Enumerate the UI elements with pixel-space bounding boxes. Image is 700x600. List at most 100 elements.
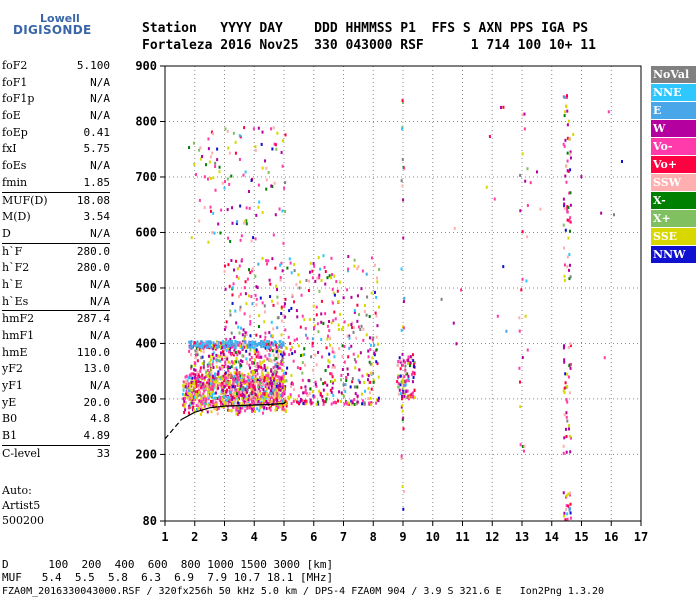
sparse-point <box>522 449 525 453</box>
spread-point <box>194 362 197 366</box>
hop-point <box>232 345 235 349</box>
spread-point <box>304 399 307 403</box>
spread-point <box>222 374 225 378</box>
param-row-fof1p: foF1p N/A <box>2 91 110 108</box>
hop-point <box>234 343 237 347</box>
spread-point <box>218 355 221 359</box>
spread-point <box>359 351 362 355</box>
hop-point <box>214 346 217 350</box>
spread-point <box>250 294 253 298</box>
vertical-trace-point <box>563 386 566 390</box>
vertical-trace-point <box>562 142 565 146</box>
trace-point-f <box>224 403 227 407</box>
vertical-trace-point <box>401 184 404 188</box>
high-point <box>206 177 209 181</box>
trace-point-f <box>253 396 256 400</box>
trace-point-f <box>275 396 278 400</box>
spread-point <box>346 372 349 376</box>
spread-point <box>271 334 274 338</box>
spread-point <box>396 364 399 368</box>
vertical-trace-point <box>566 159 569 163</box>
param-row-hf: h`F 280.0 <box>2 244 110 261</box>
trace-point-f <box>199 412 202 416</box>
trace-point-f <box>250 387 253 391</box>
spread-point <box>196 383 199 387</box>
trace-point-f <box>274 398 277 402</box>
spread-point <box>195 346 198 350</box>
spread-point <box>268 354 271 358</box>
spread-point <box>233 374 236 378</box>
spread-point <box>272 385 275 389</box>
vertical-trace-point <box>566 136 569 140</box>
spread-point <box>333 293 336 297</box>
spread-point <box>236 378 239 382</box>
trace-point-f <box>234 395 237 399</box>
spread-point <box>361 269 364 273</box>
param-label: yF1 <box>2 379 23 393</box>
high-point <box>283 186 286 190</box>
sparse-point <box>568 263 571 267</box>
spread-point <box>258 314 261 318</box>
spread-point <box>397 385 400 389</box>
spread-point <box>413 361 416 365</box>
trace-point-f <box>216 412 219 416</box>
spread-point <box>301 314 304 318</box>
high-point <box>199 157 202 161</box>
vertical-trace-point <box>403 375 406 379</box>
trace-point-f <box>211 393 214 397</box>
trace-point-f <box>282 375 285 379</box>
spread-point <box>367 349 370 353</box>
vertical-trace-point <box>562 389 565 393</box>
spread-point <box>254 274 257 278</box>
vertical-trace-point <box>564 174 567 178</box>
trace-point-f <box>261 392 264 396</box>
hop-point <box>247 343 250 347</box>
high-point <box>203 206 206 210</box>
spread-point <box>259 391 262 395</box>
spread-point <box>284 328 287 332</box>
trace-point-f <box>189 384 192 388</box>
trace-point-f <box>265 396 268 400</box>
trace-point-f <box>182 384 185 388</box>
param-value: 4.8 <box>90 412 110 426</box>
param-value: 4.89 <box>83 429 111 443</box>
spread-point <box>369 336 372 340</box>
trace-point-f <box>196 390 199 394</box>
trace-point-f <box>243 390 246 394</box>
spread-point <box>290 271 293 275</box>
trace-point-f <box>239 376 242 380</box>
trace-point-f <box>220 384 223 388</box>
high-point <box>209 176 212 180</box>
spread-point <box>400 380 403 384</box>
spread-point <box>191 376 194 380</box>
spread-point <box>337 323 340 327</box>
sparse-point <box>521 113 524 117</box>
sparse-point <box>523 127 526 131</box>
spread-point <box>290 385 293 389</box>
sparse-point <box>518 366 521 370</box>
spread-point <box>257 365 260 369</box>
spread-point <box>271 376 274 380</box>
trace-point-f <box>241 397 244 401</box>
trace-point-f <box>281 399 284 403</box>
spread-point <box>200 349 203 353</box>
spread-point <box>251 362 254 366</box>
trace-point-f <box>230 390 233 394</box>
trace-point-f <box>265 399 268 403</box>
spread-point <box>190 378 193 382</box>
sparse-point <box>519 405 522 409</box>
trace-point-f <box>218 395 221 399</box>
trace-point-f <box>195 396 198 400</box>
spread-point <box>229 313 232 317</box>
spread-point <box>299 354 302 358</box>
spread-point <box>298 402 301 406</box>
spread-point <box>235 360 238 364</box>
spread-point <box>409 361 412 365</box>
trace-point-f <box>244 387 247 391</box>
vertical-trace-point <box>568 424 571 428</box>
spread-point <box>282 351 285 355</box>
x-tick-label: 5 <box>280 530 287 544</box>
high-point <box>243 126 246 130</box>
spread-point <box>233 268 236 272</box>
spread-point <box>255 355 258 359</box>
